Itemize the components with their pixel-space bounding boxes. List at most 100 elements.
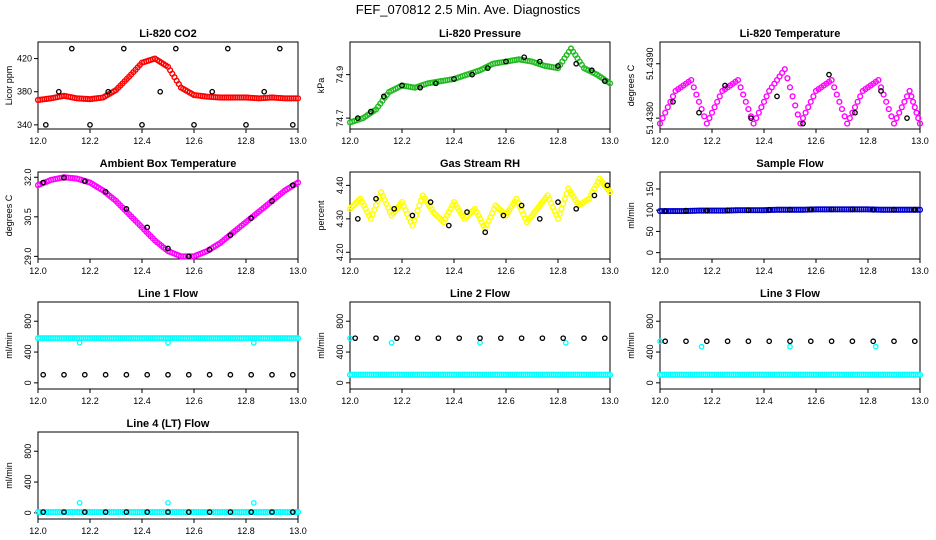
series-primary	[656, 66, 924, 127]
data-point	[294, 335, 302, 342]
data-point	[657, 338, 663, 345]
data-point	[81, 509, 88, 515]
data-point	[42, 122, 49, 128]
data-point	[849, 109, 856, 116]
y-axis-label: degrees C	[626, 64, 636, 106]
data-point	[896, 109, 903, 116]
y-tick-label: 29.0	[23, 248, 33, 266]
data-point	[904, 115, 910, 121]
data-point	[248, 509, 255, 515]
data-point	[698, 343, 705, 350]
data-point	[269, 198, 275, 204]
data-point	[144, 224, 151, 231]
data-point	[740, 91, 747, 98]
data-point	[373, 335, 379, 342]
data-point	[908, 93, 915, 100]
y-tick-label: 30.5	[23, 208, 33, 226]
y-tick-label: 420	[17, 54, 32, 64]
x-tick-label: 12.0	[29, 136, 47, 146]
y-tick-label: 0	[335, 380, 345, 385]
data-point	[787, 338, 793, 345]
data-point	[662, 208, 669, 214]
plot-frame	[37, 431, 299, 520]
data-point	[416, 202, 423, 209]
data-point	[807, 338, 814, 345]
data-point	[61, 509, 67, 515]
data-point	[347, 335, 353, 342]
x-tick-label: 13.0	[911, 396, 929, 406]
data-point	[828, 206, 835, 213]
chart-line3: Line 3 Flow 12.0 12.2 12.4 12.6 12.8 13.0 0 400 8…	[626, 288, 929, 406]
x-tick-label: 12.0	[651, 136, 669, 146]
data-point	[786, 84, 794, 91]
data-point	[659, 115, 666, 122]
y-tick-label: 0	[23, 380, 33, 385]
data-point	[411, 217, 418, 224]
data-point	[601, 78, 608, 85]
data-point	[698, 105, 705, 113]
data-point	[227, 509, 234, 515]
plot-frame	[37, 301, 299, 390]
data-point	[484, 65, 491, 71]
data-point	[656, 120, 664, 127]
data-point	[737, 84, 744, 91]
data-point	[367, 108, 374, 115]
data-point	[165, 509, 171, 515]
data-point	[61, 371, 67, 378]
data-point	[802, 109, 809, 116]
data-point	[185, 371, 192, 378]
data-point	[683, 207, 689, 214]
y-tick-label: 4.20	[335, 244, 345, 262]
data-point	[722, 82, 728, 89]
y-tick-label: 800	[335, 314, 345, 329]
data-point	[518, 202, 525, 209]
data-point	[588, 67, 595, 74]
data-point	[399, 82, 405, 89]
chart-title: Line 2 Flow	[450, 288, 510, 300]
x-tick-label: 13.0	[289, 136, 307, 146]
chart-title: Li-820 Pressure	[439, 28, 521, 40]
data-point	[87, 122, 93, 128]
plot-frame	[37, 41, 299, 130]
x-tick-label: 12.6	[185, 396, 203, 406]
y-tick-label: 4.30	[335, 210, 345, 228]
data-point	[185, 509, 192, 515]
data-point	[373, 195, 379, 202]
data-point	[841, 113, 848, 120]
data-point	[417, 84, 424, 91]
x-tick-label: 12.8	[549, 396, 567, 406]
plot-frame	[349, 41, 611, 130]
series-black	[40, 174, 296, 260]
data-point	[851, 104, 859, 111]
data-point	[901, 98, 908, 105]
data-point	[81, 371, 88, 378]
data-point	[662, 338, 669, 345]
page-title: FEF_070812 2.5 Min. Ave. Diagnostics	[356, 2, 581, 17]
data-point	[828, 338, 835, 345]
data-point	[248, 215, 255, 221]
data-point	[123, 371, 130, 378]
series-black	[354, 54, 608, 121]
data-point	[469, 71, 476, 78]
data-point	[872, 343, 879, 350]
y-tick-label: 4.40	[335, 177, 345, 195]
x-tick-label: 12.2	[81, 396, 99, 406]
y-tick-label: 150	[645, 181, 655, 196]
x-tick-label: 12.8	[549, 266, 567, 276]
data-point	[81, 178, 88, 185]
data-point	[875, 76, 882, 84]
data-point	[227, 232, 234, 239]
data-point	[716, 93, 723, 100]
x-tick-label: 12.2	[703, 136, 721, 146]
y-axis-label: ml/min	[316, 332, 326, 359]
y-tick-label: 51.4380	[645, 102, 655, 135]
y-tick-label: 0	[645, 380, 655, 385]
x-tick-label: 12.8	[237, 136, 255, 146]
y-tick-label: 340	[17, 120, 32, 130]
data-point	[477, 339, 483, 346]
data-point	[915, 115, 922, 122]
chart-title: Line 4 (LT) Flow	[127, 418, 210, 430]
chart-title: Ambient Box Temperature	[100, 158, 237, 170]
data-point	[206, 371, 213, 378]
data-point	[701, 113, 708, 120]
